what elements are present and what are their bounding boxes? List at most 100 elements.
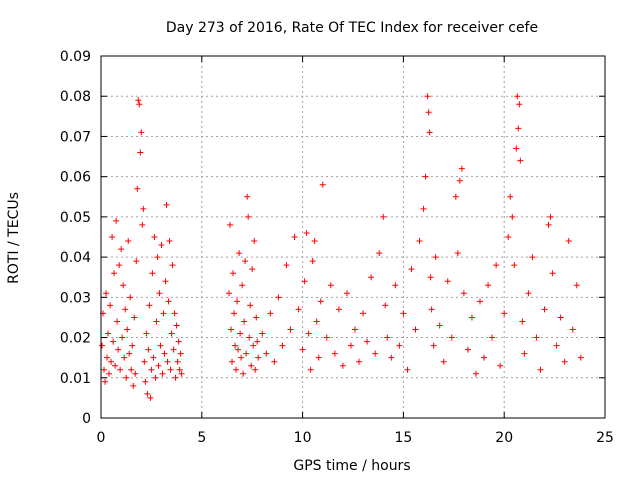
data-point <box>283 262 290 269</box>
data-point <box>384 334 391 341</box>
data-point <box>173 322 180 329</box>
data-point <box>460 290 467 297</box>
data-point <box>267 310 274 317</box>
data-point <box>380 213 387 220</box>
data-point <box>430 342 437 349</box>
data-point <box>142 378 149 385</box>
data-point <box>489 334 496 341</box>
data-point <box>259 330 266 337</box>
data-point <box>416 238 423 245</box>
data-point <box>382 302 389 309</box>
data-point <box>149 270 156 277</box>
data-point <box>107 302 114 309</box>
data-point <box>360 310 367 317</box>
data-point <box>125 238 132 245</box>
data-point <box>545 221 552 228</box>
x-axis-label: GPS time / hours <box>293 458 410 474</box>
grid-lines <box>101 56 605 418</box>
data-point <box>236 250 243 257</box>
data-point <box>569 326 576 333</box>
data-point <box>241 318 248 325</box>
data-point <box>147 394 154 401</box>
data-point <box>565 238 572 245</box>
data-point <box>153 318 160 325</box>
data-point <box>485 282 492 289</box>
data-point <box>573 282 580 289</box>
data-point <box>400 310 407 317</box>
data-point <box>537 366 544 373</box>
data-point <box>295 306 302 313</box>
data-point <box>458 165 465 172</box>
data-point <box>275 294 282 301</box>
data-point <box>171 310 178 317</box>
data-point <box>254 338 261 345</box>
data-point <box>343 290 350 297</box>
data-point <box>252 366 259 373</box>
y-tick-label: 0.06 <box>60 170 91 186</box>
data-point <box>509 213 516 220</box>
data-point <box>115 346 122 353</box>
data-point <box>250 342 257 349</box>
data-point <box>239 282 246 289</box>
data-point <box>521 350 528 357</box>
data-point <box>255 354 262 361</box>
data-point <box>547 213 554 220</box>
data-point <box>137 149 144 156</box>
data-point <box>243 350 250 357</box>
data-point <box>129 342 136 349</box>
x-tick-label: 20 <box>495 430 513 446</box>
data-point <box>124 326 131 333</box>
data-point <box>368 274 375 281</box>
data-point <box>240 370 247 377</box>
x-tick-label: 5 <box>197 430 206 446</box>
data-point <box>477 298 484 305</box>
data-point <box>143 330 150 337</box>
data-point <box>163 201 170 208</box>
data-point <box>150 354 157 361</box>
data-point <box>420 205 427 212</box>
data-point <box>135 97 142 104</box>
data-point <box>134 185 141 192</box>
data-point <box>140 205 147 212</box>
data-point <box>515 125 522 132</box>
data-point <box>251 238 258 245</box>
x-tick-label: 0 <box>97 430 106 446</box>
data-point <box>141 358 148 365</box>
data-point <box>557 314 564 321</box>
chart-title: Day 273 of 2016, Rate Of TEC Index for r… <box>166 20 538 36</box>
y-tick-label: 0.09 <box>60 49 91 65</box>
data-point <box>493 262 500 269</box>
data-point <box>121 354 128 361</box>
data-point <box>242 258 249 265</box>
data-point <box>152 374 159 381</box>
data-point <box>444 278 451 285</box>
data-point <box>139 221 146 228</box>
data-point <box>372 350 379 357</box>
data-point <box>108 358 115 365</box>
data-point <box>468 314 475 321</box>
data-point <box>501 310 508 317</box>
data-point <box>561 358 568 365</box>
data-point <box>327 282 334 289</box>
data-point <box>412 326 419 333</box>
data-point <box>432 254 439 261</box>
data-point <box>174 358 181 365</box>
data-point <box>168 330 175 337</box>
data-point <box>307 366 314 373</box>
data-point <box>112 362 119 369</box>
data-point <box>132 370 139 377</box>
data-point <box>408 266 415 273</box>
data-point <box>126 350 133 357</box>
data-point <box>136 101 143 108</box>
plot-frame <box>100 55 606 419</box>
data-point <box>117 366 124 373</box>
data-point <box>427 274 434 281</box>
data-point <box>170 346 177 353</box>
data-point <box>164 358 171 365</box>
data-point <box>247 302 254 309</box>
data-point <box>177 350 184 357</box>
data-point <box>228 326 235 333</box>
data-point <box>481 354 488 361</box>
data-point <box>347 342 354 349</box>
data-point <box>246 334 253 341</box>
